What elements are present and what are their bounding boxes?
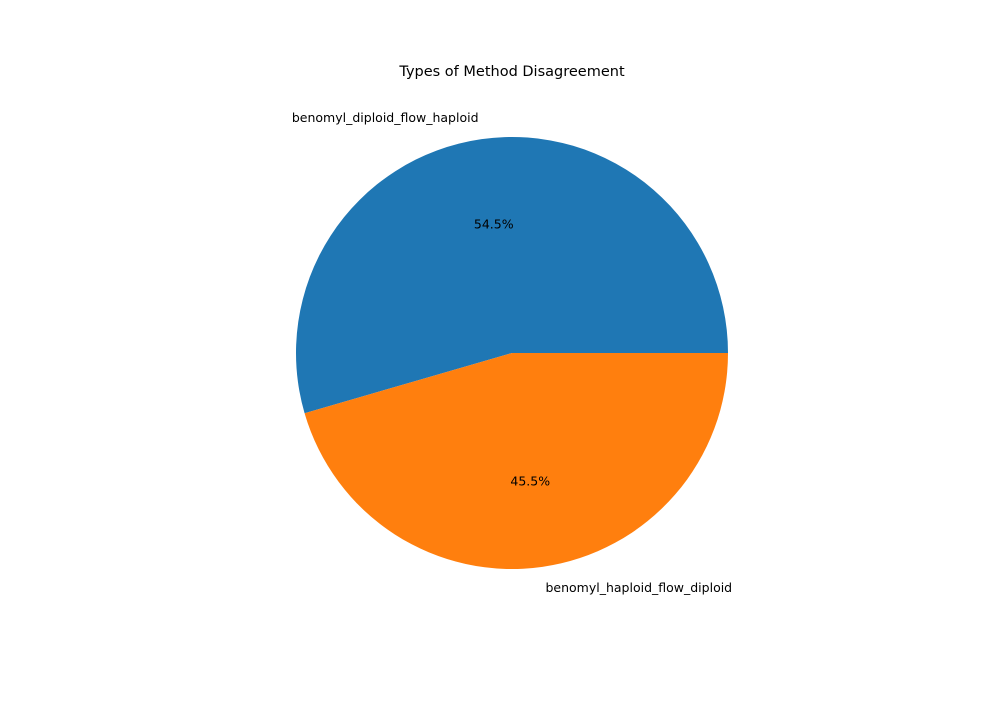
slice-percent-label-1: 54.5% — [474, 217, 514, 232]
pie-slices — [296, 136, 728, 569]
pie-labels: benomyl_diploid_flow_haploid 54.5% benomyl… — [292, 110, 732, 595]
chart-title: Types of Method Disagreement — [398, 64, 625, 80]
slice-label-2: benomyl_haploid_flow_diploid — [545, 580, 732, 595]
pie-slice-2 — [304, 353, 728, 569]
slice-label-1: benomyl_diploid_flow_haploid — [292, 110, 479, 125]
pie-slice-1 — [296, 136, 728, 414]
slice-percent-label-2: 45.5% — [510, 473, 550, 488]
